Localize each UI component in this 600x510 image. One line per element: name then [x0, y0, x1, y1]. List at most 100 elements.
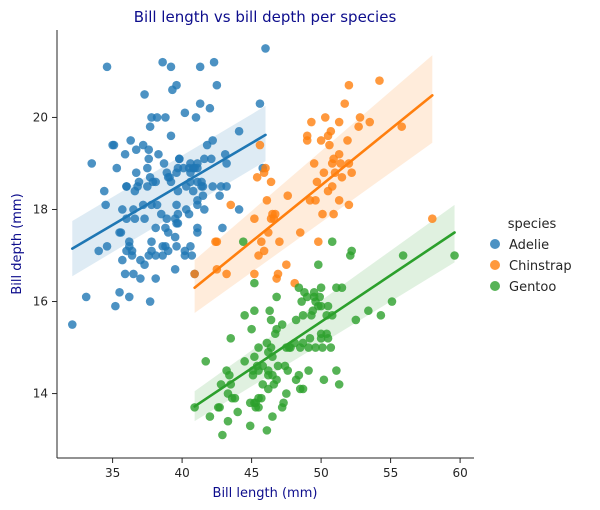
adelie-point: [144, 145, 154, 154]
gentoo-point: [305, 334, 315, 343]
gentoo-point: [279, 398, 288, 408]
adelie-point: [191, 113, 201, 122]
gentoo-point: [347, 246, 356, 256]
gentoo-point: [332, 366, 341, 375]
gentoo-point: [298, 311, 308, 320]
gentoo-point: [262, 426, 272, 435]
gentoo-point: [316, 283, 326, 293]
chinstrap-point: [261, 163, 270, 173]
adelie-point: [198, 182, 208, 191]
chinstrap-point: [355, 113, 365, 122]
adelie-point: [145, 297, 155, 306]
chinstrap-point: [334, 149, 344, 159]
gentoo-regression-line: [193, 231, 456, 408]
gentoo-point: [283, 366, 293, 375]
gentoo-point: [266, 315, 276, 325]
gentoo-point: [314, 260, 323, 270]
gentoo-point: [273, 361, 283, 371]
adelie-point: [140, 214, 149, 223]
chinstrap-point: [334, 195, 344, 205]
adelie-point: [212, 80, 222, 90]
gentoo-point: [233, 407, 242, 417]
adelie-point: [147, 237, 156, 246]
gentoo-point: [318, 343, 327, 352]
adelie-point: [102, 62, 112, 72]
gentoo-point: [265, 306, 274, 316]
gentoo-point: [323, 334, 333, 343]
adelie-point: [261, 44, 270, 53]
chinstrap-point: [282, 260, 291, 270]
chinstrap-point: [336, 159, 345, 168]
legend-label-adelie: Adelie: [509, 238, 549, 253]
legend: species Adelie Chinstrap Gentoo: [490, 217, 572, 295]
adelie-point: [193, 200, 202, 210]
adelie-point: [154, 149, 163, 159]
chinstrap-point: [397, 122, 407, 131]
gentoo-point: [268, 412, 277, 421]
gentoo-point: [240, 357, 249, 366]
adelie-point: [162, 214, 172, 223]
adelie-point: [130, 214, 140, 223]
chinstrap-point: [320, 113, 330, 122]
chinstrap-point: [212, 237, 222, 246]
gentoo-point: [245, 421, 255, 431]
adelie-point: [172, 242, 181, 251]
gentoo-point: [247, 324, 256, 334]
chinstrap-point: [337, 172, 347, 182]
chinstrap-point: [354, 122, 363, 131]
y-axis-label: Bill depth (mm): [10, 193, 25, 294]
adelie-point: [127, 246, 137, 256]
adelie-point: [136, 274, 145, 283]
chinstrap-point: [275, 237, 284, 246]
adelie-point: [140, 260, 149, 270]
adelie-point: [255, 99, 265, 108]
y-axis-ticks: 14 16 18 20: [33, 110, 57, 401]
adelie-point: [234, 126, 244, 136]
gentoo-point: [225, 370, 234, 380]
adelie-point: [166, 131, 176, 141]
gentoo-point: [364, 306, 373, 316]
gentoo-point: [266, 343, 276, 352]
adelie-point: [151, 177, 160, 187]
adelie-point: [94, 246, 103, 256]
chinstrap-point: [344, 200, 354, 210]
chinstrap-point: [319, 168, 329, 177]
gentoo-point: [205, 412, 215, 421]
chinstrap-point: [190, 269, 199, 279]
chinstrap-point: [283, 191, 293, 200]
gentoo-point: [201, 357, 211, 366]
gentoo-point: [277, 320, 287, 329]
adelie-point: [163, 228, 173, 237]
adelie-point: [193, 228, 202, 237]
gentoo-point: [294, 370, 304, 380]
adelie-point: [173, 209, 183, 219]
chinstrap-point: [326, 126, 336, 136]
adelie-point: [151, 251, 160, 260]
chinstrap-point: [266, 177, 276, 187]
gentoo-point: [282, 389, 291, 398]
gentoo-point: [450, 251, 459, 260]
chinstrap-point: [226, 200, 236, 210]
chinstrap-point: [365, 117, 375, 127]
chinstrap-point: [295, 228, 305, 237]
chinstrap-point: [311, 195, 320, 205]
gentoo-point: [376, 311, 386, 320]
adelie-point: [126, 136, 135, 145]
adelie-point: [140, 90, 149, 99]
adelie-point: [159, 159, 169, 168]
gentoo-point: [223, 416, 233, 426]
adelie-point: [99, 186, 109, 196]
gentoo-point: [215, 403, 224, 412]
adelie-point: [172, 200, 181, 210]
adelie-point: [188, 186, 198, 196]
gentoo-point: [326, 343, 336, 352]
adelie-point: [198, 191, 208, 200]
legend-label-gentoo: Gentoo: [509, 280, 556, 295]
adelie-point: [193, 163, 202, 173]
adelie-point: [109, 140, 119, 150]
chart-title: Bill length vs bill depth per species: [134, 8, 397, 26]
adelie-point: [87, 159, 97, 168]
adelie-point: [152, 200, 162, 210]
legend-label-chinstrap: Chinstrap: [509, 259, 572, 274]
